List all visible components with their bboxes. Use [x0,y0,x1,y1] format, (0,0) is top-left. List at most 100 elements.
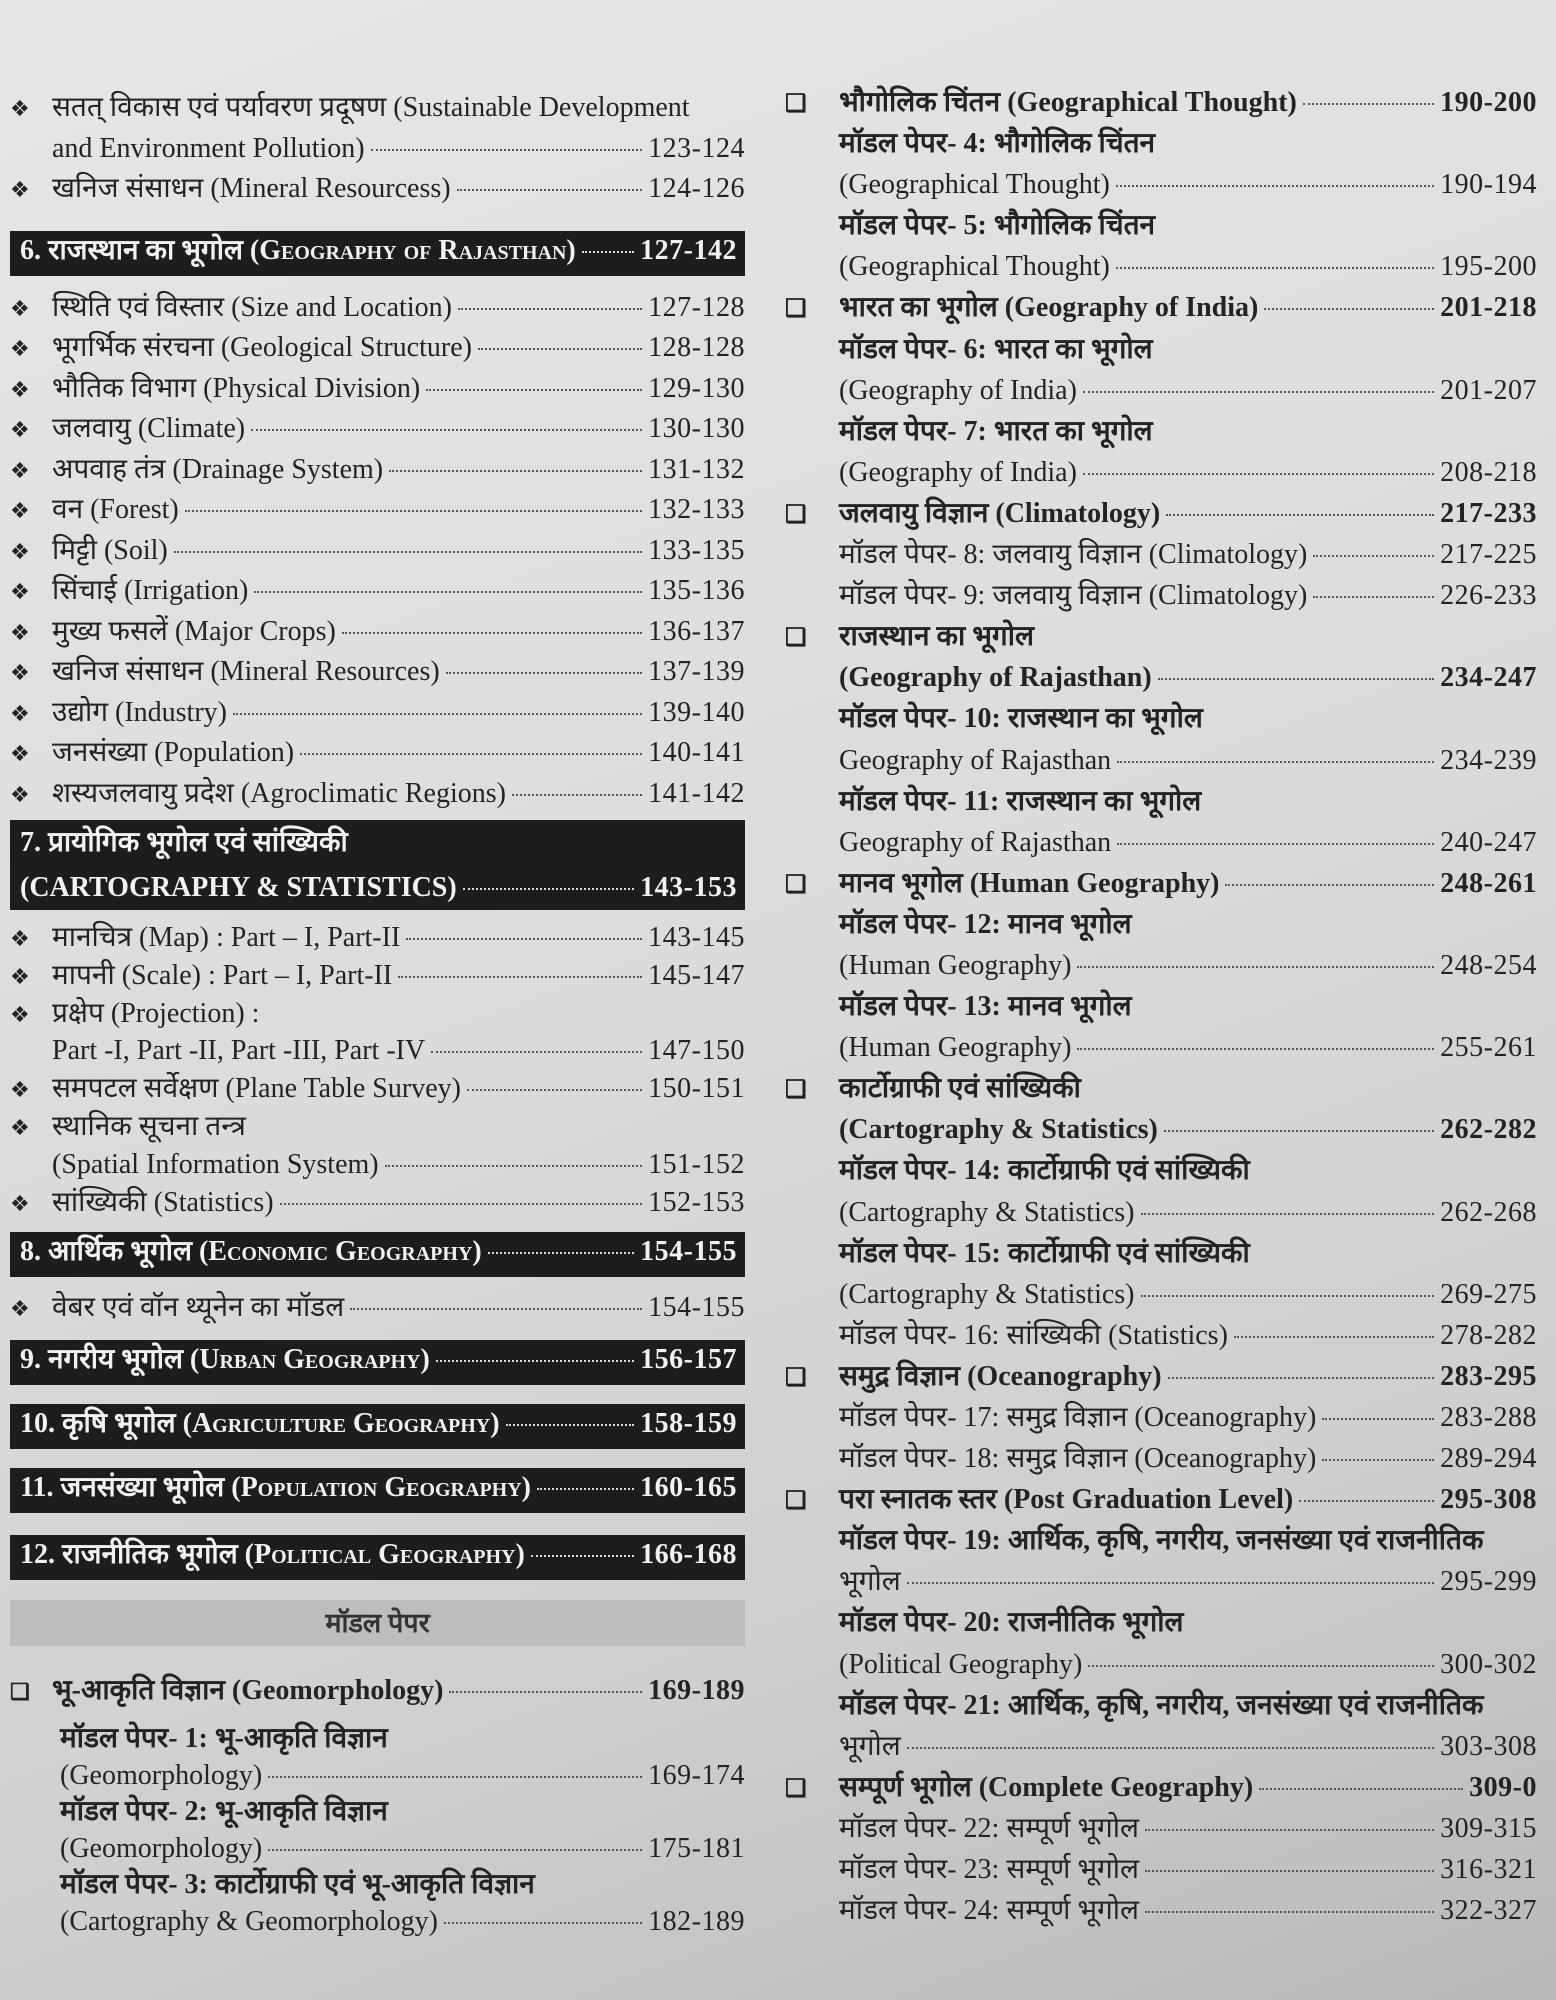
dot-leader [184,510,643,512]
model-paper-band: मॉडल पेपर [10,1599,745,1646]
diamond-bullet-icon: ❖ [10,926,30,951]
toc-entry: मॉडल पेपर- 5: भौगोलिक चिंतन [785,205,1537,246]
toc-entry: ❑ भौगोलिक चिंतन (Geographical Thought) 190… [785,82,1537,123]
entry-title: (Cartography & Geomorphology) [60,1905,438,1937]
entry-title: 9. नगरीय भूगोल (Urban Geography) [20,1343,430,1375]
page-range: 226-233 [1440,580,1537,612]
square-bullet-icon: ❑ [785,296,807,323]
toc-entry: मॉडल पेपर- 1: भू-आकृति विज्ञान [10,1721,745,1758]
page-range: 234-239 [1440,744,1537,776]
entry-title: मिट्टी (Soil) [52,534,168,566]
toc-entry: ❖ मिट्टी (Soil) 133-135 [10,531,745,572]
entry-title: मॉडल पेपर- 23: सम्पूर्ण भूगोल [839,1854,1140,1886]
page-range: 217-225 [1440,539,1537,571]
page-range: 255-261 [1440,1032,1537,1064]
entry-title: Geography of Rajasthan [839,744,1112,776]
dot-leader [1302,103,1435,105]
page-range: 234-247 [1440,662,1537,694]
entry-title: मानचित्र (Map) : Part – I, Part-II [52,922,401,953]
dot-leader [457,307,643,310]
entry-title: 11. जनसंख्या भूगोल (Population Geography… [20,1471,531,1503]
entry-title: सतत् विकास एवं पर्यावरण प्रदूषण (Sustain… [52,92,690,123]
geomorphology-section: ❑ भू-आकृति विज्ञान (Geomorphology) 169-189 [10,1671,745,1712]
dot-leader [435,1359,635,1362]
page-range: 169-189 [648,1674,745,1706]
toc-entry: मॉडल पेपर- 10: राजस्थान का भूगोल [785,698,1537,739]
page-range: 154-155 [648,1292,745,1324]
dot-leader [462,888,635,890]
toc-entry: ❖ खनिज संसाधन (Mineral Resources) 137-139 [10,652,745,693]
chapter-8-entries: ❖ वेबर एवं वॉन थ्यूनेन का मॉडल 154-155 [10,1288,745,1329]
square-bullet-icon: ❑ [10,1678,30,1704]
dot-leader [431,1051,643,1054]
dot-leader [536,1487,635,1490]
entry-title: मॉडल पेपर- 1: भू-आकृति विज्ञान [60,1723,388,1755]
toc-entry: 12. राजनीतिक भूगोल (Political Geography)… [20,1535,737,1576]
dot-leader [1225,883,1435,886]
entry-title: वन (Forest) [52,494,179,525]
page-range: 150-151 [648,1073,745,1105]
entry-title: (Geography of Rajasthan) [839,662,1152,694]
toc-entry: मॉडल पेपर- 19: आर्थिक, कृषि, नगरीय, जनसं… [785,1520,1537,1561]
chapter-10-header: 10. कृषि भूगोल (Agriculture Geography) 15… [10,1403,745,1449]
entry-title: (Geomorphology) [60,1832,263,1864]
diamond-bullet-icon: ❖ [10,336,30,361]
dot-leader [466,1089,643,1092]
dot-leader [1077,965,1435,968]
entry-title: Part -I, Part -II, Part -III, Part -IV [52,1035,426,1067]
page-range: 132-133 [648,494,745,525]
entry-title: मॉडल पेपर- 21: आर्थिक, कृषि, नगरीय, जनसं… [839,1689,1484,1721]
entry-title: उद्योग (Industry) [52,696,227,728]
entry-title: मॉडल पेपर- 9: जलवायु विज्ञान (Climatolog… [839,580,1308,612]
toc-entry: (Cartography & Statistics) 262-282 [785,1109,1537,1150]
entry-title: मापनी (Scale) : Part – I, Part-II [52,959,393,991]
dot-leader [1163,1130,1435,1133]
page-range: 130-130 [648,413,745,444]
entry-title: सांख्यिकी (Statistics) [52,1186,274,1218]
toc-entry: मॉडल पेपर- 23: सम्पूर्ण भूगोल 316-321 [785,1849,1537,1890]
dot-leader [1082,472,1435,475]
square-bullet-icon: ❑ [785,91,807,117]
chapter-12-header: 12. राजनीतिक भूगोल (Political Geography)… [10,1534,745,1580]
page-range: 295-299 [1440,1566,1537,1598]
page-range: 190-200 [1440,87,1537,118]
entry-title: 7. प्रायोगिक भूगोल एवं सांख्यिकी [20,827,348,858]
entry-title: 6. राजस्थान का भूगोल (Geography of Rajas… [20,234,576,266]
entry-title: मॉडल पेपर- 5: भौगोलिक चिंतन [839,210,1156,242]
entry-title: जनसंख्या (Population) [52,737,295,768]
entry-title: स्थिति एवं विस्तार (Size and Location) [52,291,452,323]
page-range: 143-153 [640,872,737,903]
page-range: 303-308 [1440,1730,1537,1762]
entry-title: मॉडल पेपर- 3: कार्टोग्राफी एवं भू-आकृति … [60,1869,535,1901]
toc-entry: मॉडल पेपर- 13: मानव भूगोल [785,986,1537,1027]
toc-entry: ❑ जलवायु विज्ञान (Climatology) 217-233 [785,493,1537,534]
page-range: 136-137 [648,615,745,647]
toc-entry: ❖ मुख्य फसलें (Major Crops) 136-137 [10,612,745,653]
entry-title: (Geography of India) [839,374,1077,406]
entry-title: मुख्य फसलें (Major Crops) [52,615,336,647]
entry-title: भारत का भूगोल (Geography of India) [839,292,1259,324]
page-range: 201-207 [1440,374,1537,406]
dot-leader [251,429,643,431]
dot-leader [1322,1418,1435,1420]
dot-leader [445,672,643,674]
dot-leader [1140,1212,1435,1215]
page-range: 133-135 [648,534,745,566]
toc-entry: 6. राजस्थान का भूगोल (Geography of Rajas… [20,231,737,272]
toc-entry: 7. प्रायोगिक भूगोल एवं सांख्यिकी [20,820,737,865]
page-range: 248-261 [1440,867,1537,899]
dot-leader [406,938,643,940]
diamond-bullet-icon: ❖ [10,457,30,483]
toc-entry: मॉडल पेपर- 8: जलवायु विज्ञान (Climatolog… [785,534,1537,575]
page-range: 147-150 [648,1035,745,1067]
entry-title: (Spatial Information System) [52,1148,379,1180]
toc-entry: ❖ जनसंख्या (Population) 140-141 [10,733,745,774]
entry-title: (Cartography & Statistics) [839,1114,1158,1146]
chapter-11-header: 11. जनसंख्या भूगोल (Population Geography… [10,1467,745,1513]
chapter-7-header: 7. प्रायोगिक भूगोल एवं सांख्यिकी (CARTOG… [10,820,745,910]
toc-entry: (Human Geography) 255-261 [785,1027,1537,1068]
geomorphology-papers: मॉडल पेपर- 1: भू-आकृति विज्ञान (Geomorpho… [10,1721,745,1940]
left-column: ❖ सतत् विकास एवं पर्यावरण प्रदूषण (Sustai… [10,88,745,1940]
entry-title: भूगोल [839,1566,901,1598]
dot-leader [1115,185,1435,188]
